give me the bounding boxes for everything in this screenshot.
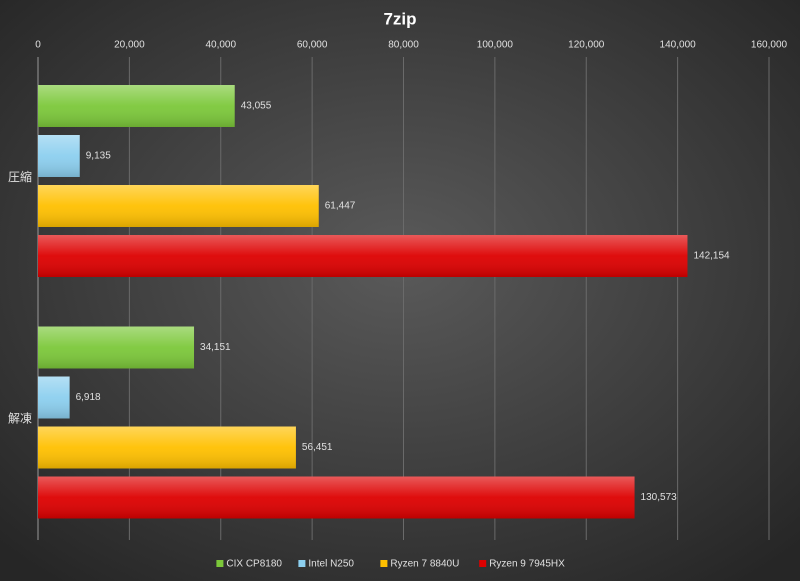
legend-swatch bbox=[216, 560, 224, 567]
legend-label: CIX CP8180 bbox=[226, 559, 282, 570]
value-label: 34,151 bbox=[200, 342, 231, 353]
value-label: 9,135 bbox=[86, 151, 111, 162]
value-label: 43,055 bbox=[241, 101, 272, 112]
value-label: 61,447 bbox=[325, 201, 356, 212]
y-tick-label: 圧縮 bbox=[8, 169, 32, 184]
x-tick-label: 140,000 bbox=[660, 40, 697, 51]
chart-title: 7zip bbox=[383, 9, 416, 28]
legend-swatch bbox=[380, 560, 388, 567]
bar-gloss bbox=[38, 185, 319, 227]
legend-swatch bbox=[479, 560, 487, 567]
legend-swatch bbox=[298, 560, 306, 567]
y-tick-label: 解凍 bbox=[8, 411, 32, 425]
bar-gloss bbox=[38, 135, 80, 177]
bar-gloss bbox=[38, 326, 195, 369]
bar-gloss bbox=[38, 476, 635, 519]
x-tick-label: 100,000 bbox=[477, 40, 514, 51]
x-tick-label: 20,000 bbox=[114, 40, 145, 51]
x-tick-label: 120,000 bbox=[568, 40, 605, 51]
legend-label: Intel N250 bbox=[308, 559, 354, 570]
legend-label: Ryzen 7 8840U bbox=[390, 559, 459, 570]
value-label: 130,573 bbox=[641, 492, 678, 503]
x-tick-label: 40,000 bbox=[205, 40, 236, 51]
bar-gloss bbox=[38, 376, 70, 419]
x-tick-label: 160,000 bbox=[751, 40, 788, 51]
value-label: 56,451 bbox=[302, 442, 333, 453]
bar-gloss bbox=[38, 85, 235, 127]
legend-label: Ryzen 9 7945HX bbox=[489, 559, 565, 570]
bar-gloss bbox=[38, 426, 296, 469]
bar-gloss bbox=[38, 235, 688, 277]
x-tick-label: 80,000 bbox=[388, 40, 419, 51]
value-label: 6,918 bbox=[76, 392, 101, 403]
x-tick-label: 60,000 bbox=[297, 40, 328, 51]
x-tick-label: 0 bbox=[35, 40, 41, 51]
value-label: 142,154 bbox=[693, 251, 730, 262]
